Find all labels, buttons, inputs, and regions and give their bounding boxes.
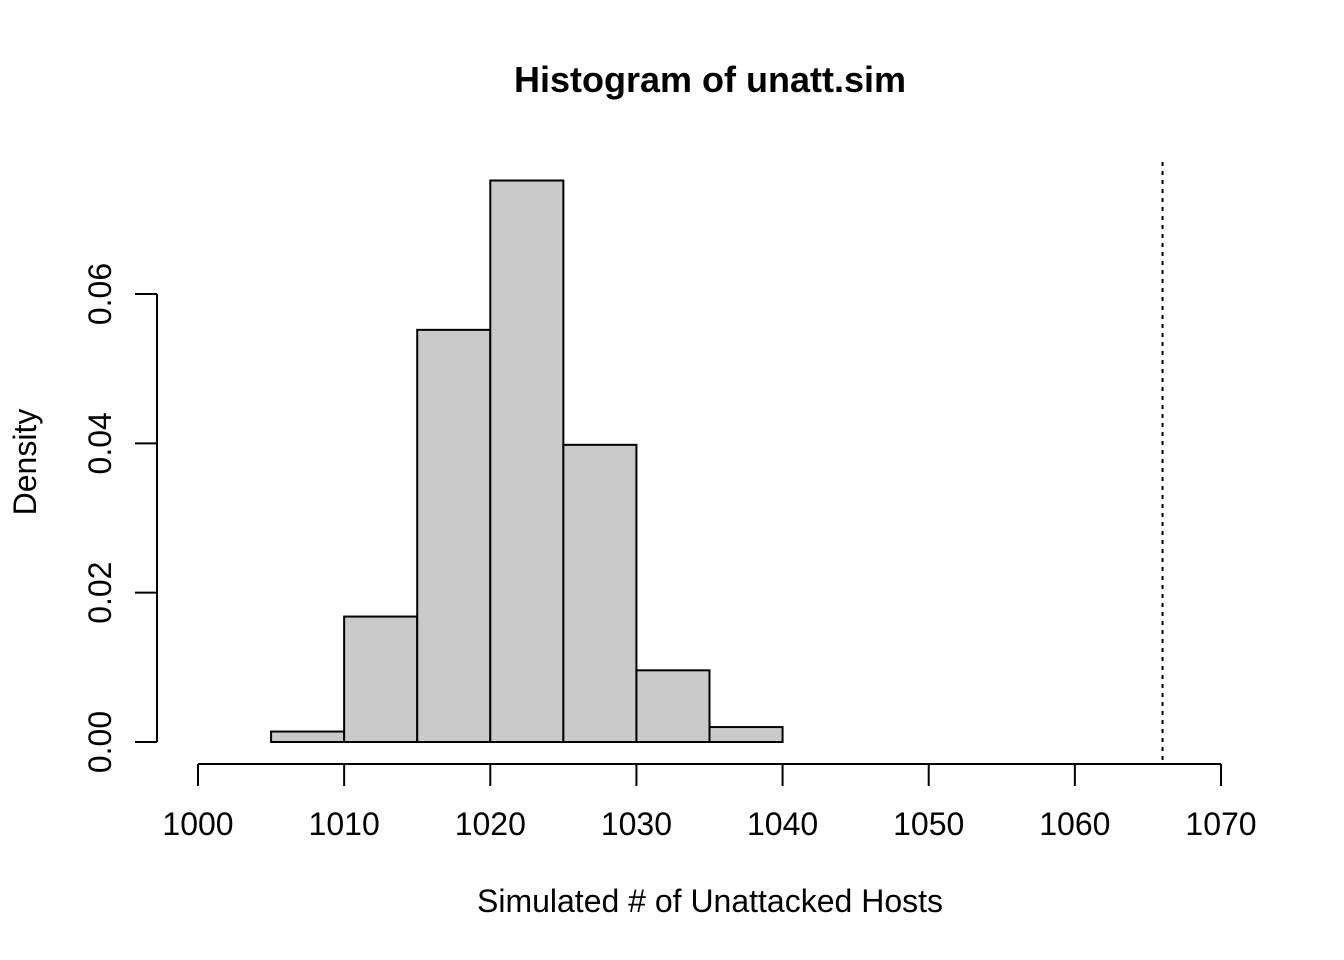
x-tick-label: 1030	[601, 806, 672, 842]
histogram-bar-5	[562, 443, 638, 743]
x-tick-label: 1050	[893, 806, 964, 842]
histogram-bar-4	[489, 179, 565, 744]
x-tick-label: 1040	[747, 806, 818, 842]
y-tick-label: 0.00	[82, 711, 118, 773]
x-tick-label: 1060	[1039, 806, 1110, 842]
x-tick-label: 1000	[162, 806, 233, 842]
y-tick-label: 0.02	[82, 562, 118, 624]
y-axis-title: Density	[7, 409, 43, 516]
y-tick-label: 0.06	[82, 263, 118, 325]
chart-title: Histogram of unatt.sim	[514, 59, 906, 100]
x-axis-title: Simulated # of Unattacked Hosts	[477, 883, 943, 919]
x-tick-label: 1010	[309, 806, 380, 842]
y-axis: 0.00 0.02 0.04 0.06	[82, 263, 158, 773]
histogram-bar-6	[635, 669, 711, 744]
x-tick-label: 1020	[455, 806, 526, 842]
x-axis: 1000 1010 1020 1030 1040 1050 1060 1070	[162, 763, 1257, 842]
y-tick-label: 0.04	[82, 412, 118, 474]
x-tick-label: 1070	[1185, 806, 1256, 842]
histogram-bars	[270, 179, 784, 744]
histogram-bar-1	[270, 730, 346, 744]
histogram-bar-7	[708, 726, 784, 743]
histogram-bar-3	[416, 328, 492, 743]
histogram-bar-2	[343, 615, 419, 743]
